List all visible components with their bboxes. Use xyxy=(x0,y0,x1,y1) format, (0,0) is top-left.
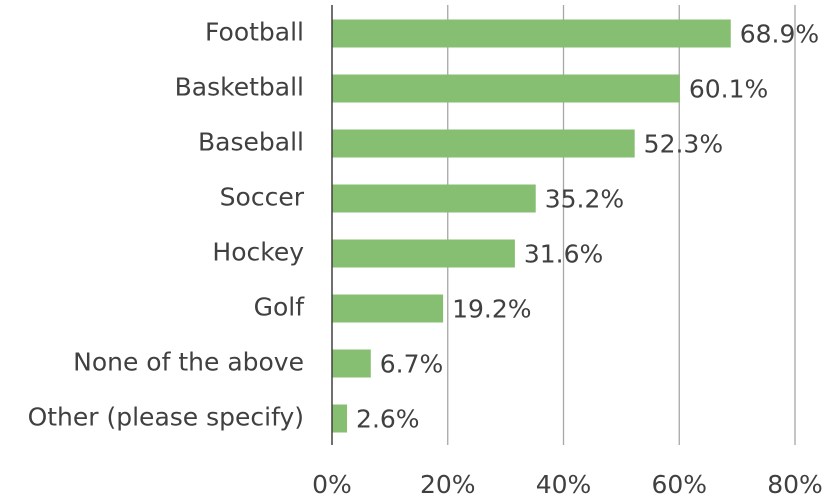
value-label: 35.2% xyxy=(545,185,624,214)
bar xyxy=(332,74,680,103)
value-label: 6.7% xyxy=(380,350,444,379)
y-tick-label: Golf xyxy=(254,293,306,322)
x-tick-label: 20% xyxy=(420,470,476,499)
y-tick-label: Football xyxy=(205,18,304,47)
value-label: 31.6% xyxy=(524,240,603,269)
y-tick-label: None of the above xyxy=(73,348,304,377)
x-tick-label: 80% xyxy=(767,470,823,499)
value-label: 19.2% xyxy=(452,295,531,324)
x-tick-label: 40% xyxy=(536,470,592,499)
bar xyxy=(332,129,635,158)
value-label: 68.9% xyxy=(740,20,819,49)
bar xyxy=(332,184,536,213)
y-tick-label: Basketball xyxy=(175,73,304,102)
x-tick-label: 60% xyxy=(651,470,707,499)
bar xyxy=(332,19,731,48)
y-tick-label: Other (please specify) xyxy=(28,403,304,432)
y-tick-label: Baseball xyxy=(198,128,304,157)
bar xyxy=(332,404,348,433)
value-label: 2.6% xyxy=(356,405,420,434)
bar xyxy=(332,349,371,378)
x-tick-label: 0% xyxy=(312,470,352,499)
value-label: 52.3% xyxy=(644,130,723,159)
value-label: 60.1% xyxy=(689,75,768,104)
bar xyxy=(332,239,515,268)
bar xyxy=(332,294,444,323)
y-tick-label: Soccer xyxy=(220,183,305,212)
y-tick-label: Hockey xyxy=(212,238,304,267)
